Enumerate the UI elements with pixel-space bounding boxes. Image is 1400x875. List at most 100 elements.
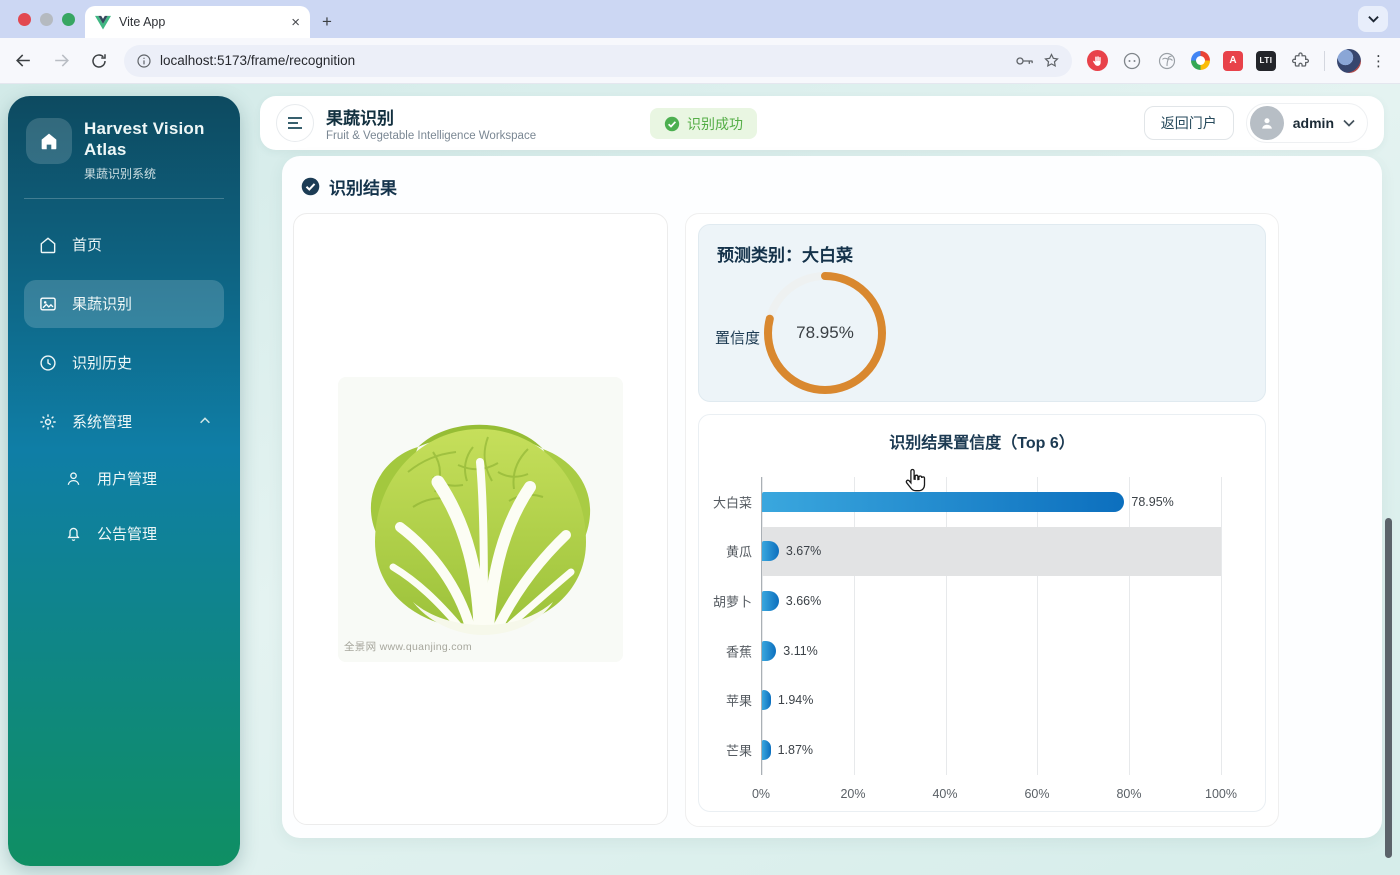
chart-gridline bbox=[1037, 477, 1039, 775]
extensions-puzzle-icon[interactable] bbox=[1289, 50, 1311, 72]
success-check-icon bbox=[664, 116, 680, 131]
return-portal-button[interactable]: 返回门户 bbox=[1143, 106, 1234, 140]
collapse-menu-button[interactable] bbox=[276, 104, 314, 142]
chart-category-label: 苹果 bbox=[725, 693, 752, 709]
tab-close-icon[interactable]: × bbox=[291, 13, 300, 31]
bookmark-star-icon[interactable] bbox=[1043, 52, 1060, 69]
chart-category-label: 胡萝卜 bbox=[712, 594, 752, 610]
sidebar-item-system[interactable]: 系统管理 bbox=[24, 398, 224, 446]
chart-hover-band bbox=[762, 526, 1221, 577]
chart-value-label: 3.67% bbox=[785, 544, 822, 559]
chart-x-tick-label: 40% bbox=[932, 787, 958, 801]
minimize-window-button[interactable] bbox=[40, 13, 53, 26]
url-bar[interactable]: localhost:5173/frame/recognition bbox=[124, 44, 1072, 77]
mouse-cursor-hand bbox=[905, 468, 926, 492]
home-logo-icon bbox=[41, 133, 57, 150]
section-title: 识别结果 bbox=[329, 179, 397, 198]
tab-title: Vite App bbox=[119, 15, 166, 29]
confidence-value: 78.95% bbox=[796, 323, 854, 342]
username: admin bbox=[1292, 115, 1334, 131]
browser-tab[interactable]: Vite App × bbox=[85, 6, 310, 38]
close-window-button[interactable] bbox=[18, 13, 31, 26]
forward-button[interactable] bbox=[46, 46, 76, 76]
chart-row[interactable]: 胡萝卜 3.66% bbox=[713, 576, 1221, 626]
chart-value-label: 3.66% bbox=[785, 594, 822, 609]
circle-extension-icon[interactable] bbox=[1121, 50, 1143, 72]
user-icon bbox=[67, 472, 80, 485]
user-menu[interactable]: admin bbox=[1245, 103, 1368, 143]
sidebar-item-label: 用户管理 bbox=[97, 471, 158, 488]
prediction-title: 预测类别：大白菜 bbox=[717, 246, 853, 265]
recognized-image-card: 全景网 www.quanjing.com bbox=[293, 213, 668, 825]
url-text[interactable]: localhost:5173/frame/recognition bbox=[160, 53, 356, 68]
tab-strip: Vite App × + bbox=[0, 0, 1400, 38]
adblock-extension-icon[interactable] bbox=[1086, 50, 1108, 72]
sidebar-item-recognition[interactable]: 果蔬识别 bbox=[24, 279, 224, 328]
avatar-person-icon bbox=[1261, 118, 1272, 129]
sidebar-item-label: 识别历史 bbox=[72, 355, 133, 372]
sidebar-item-label: 公告管理 bbox=[97, 526, 158, 543]
chart-value-label: 1.94% bbox=[777, 693, 814, 708]
chart-row[interactable]: 黄瓜 3.67% bbox=[726, 527, 1221, 577]
chart-row[interactable]: 苹果 1.94% bbox=[726, 676, 1221, 726]
lti-extension-icon[interactable]: LTI bbox=[1256, 50, 1276, 71]
hand-icon bbox=[1092, 55, 1101, 66]
user-chevron-down-icon bbox=[1343, 119, 1355, 127]
chart-bar[interactable] bbox=[762, 740, 771, 761]
chart-row[interactable]: 大白菜 78.95% bbox=[713, 477, 1221, 527]
browser-profile-avatar[interactable] bbox=[1337, 48, 1361, 73]
translate-extension-icon[interactable]: A bbox=[1223, 50, 1243, 71]
forward-arrow-icon bbox=[54, 54, 69, 67]
sidebar-item-announcements[interactable]: 公告管理 bbox=[24, 512, 224, 556]
maximize-window-button[interactable] bbox=[62, 13, 75, 26]
palm-tree-extension-icon[interactable] bbox=[1156, 50, 1178, 72]
vue-logo-icon bbox=[95, 15, 111, 29]
bar-chart-plot[interactable]: 大白菜 78.95% 黄瓜 3.67% 胡萝卜 3.66% 香蕉 3.11% 苹果 1.94% 芒果… bbox=[713, 477, 1222, 775]
chart-row[interactable]: 香蕉 3.11% bbox=[726, 626, 1221, 676]
image-watermark: 全景网 www.quanjing.com bbox=[344, 640, 472, 653]
toolbar-divider bbox=[1324, 50, 1325, 71]
recognized-image: 全景网 www.quanjing.com bbox=[338, 376, 623, 662]
page-background: Harvest Vision Atlas 果蔬识别系统 首页 果蔬识别 识别历史… bbox=[0, 84, 1400, 875]
chart-bar[interactable] bbox=[762, 541, 779, 562]
chart-bar[interactable] bbox=[762, 690, 771, 711]
chart-title: 识别结果置信度（Top 6） bbox=[889, 435, 1075, 452]
colorwheel-extension-icon[interactable] bbox=[1191, 51, 1210, 70]
prediction-card: 预测类别：大白菜 置信度 78.95% bbox=[698, 224, 1266, 402]
reload-button[interactable] bbox=[84, 46, 114, 76]
chart-row[interactable]: 芒果 1.87% bbox=[726, 725, 1221, 775]
chart-x-tick-label: 60% bbox=[1024, 787, 1050, 801]
new-tab-button[interactable]: + bbox=[322, 12, 332, 31]
chart-gridline bbox=[1129, 477, 1131, 775]
sidebar-item-home[interactable]: 首页 bbox=[24, 221, 224, 269]
sidebar-item-history[interactable]: 识别历史 bbox=[24, 339, 224, 387]
back-arrow-icon bbox=[15, 54, 30, 67]
password-key-icon[interactable] bbox=[1015, 54, 1035, 68]
chart-bar[interactable] bbox=[762, 591, 779, 612]
lti-glyph: LTI bbox=[1259, 56, 1273, 65]
browser-toolbar: localhost:5173/frame/recognition A LTI bbox=[0, 38, 1400, 84]
chevron-up-icon bbox=[200, 416, 210, 423]
back-button[interactable] bbox=[8, 46, 38, 76]
chart-bar[interactable] bbox=[762, 640, 777, 661]
section-title-row: 识别结果 bbox=[293, 172, 1371, 199]
history-clock-icon bbox=[40, 354, 56, 371]
home-icon bbox=[40, 236, 56, 253]
sidebar-item-users[interactable]: 用户管理 bbox=[24, 457, 224, 501]
site-info-icon[interactable] bbox=[136, 53, 152, 69]
sidebar-item-label: 首页 bbox=[72, 237, 103, 254]
browser-menu-icon[interactable]: ⋮ bbox=[1371, 52, 1386, 70]
hamburger-icon bbox=[288, 117, 302, 129]
chart-bar[interactable] bbox=[762, 491, 1125, 512]
chart-category-label: 香蕉 bbox=[725, 644, 752, 660]
translate-glyph: A bbox=[1229, 55, 1237, 66]
page-subtitle: Fruit & Vegetable Intelligence Workspace bbox=[326, 130, 537, 142]
tab-search-button[interactable] bbox=[1358, 6, 1388, 32]
page-header: 果蔬识别 Fruit & Vegetable Intelligence Work… bbox=[260, 96, 1384, 150]
chart-gridline bbox=[853, 477, 855, 775]
app-logo bbox=[26, 118, 72, 164]
sidebar-item-label: 系统管理 bbox=[72, 414, 133, 431]
scrollbar-thumb[interactable] bbox=[1385, 518, 1392, 858]
user-avatar bbox=[1249, 106, 1284, 140]
extensions-row: A LTI bbox=[1086, 50, 1311, 72]
